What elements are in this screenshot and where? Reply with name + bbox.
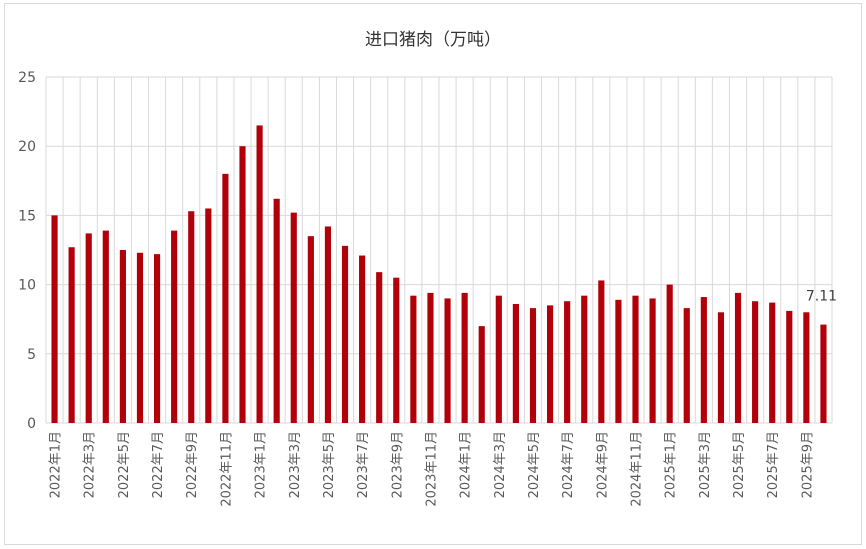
bar — [495, 295, 502, 423]
y-axis: 0 5 10 15 20 25 — [18, 70, 36, 432]
bar — [51, 215, 58, 423]
bar — [581, 295, 588, 423]
x-tick-label: 2024年11月 — [630, 431, 645, 507]
x-tick-label: 2024年7月 — [561, 431, 576, 498]
x-tick-label: 2025年7月 — [766, 431, 781, 498]
y-tick-label: 15 — [18, 208, 36, 224]
x-tick-label: 2022年5月 — [117, 431, 132, 498]
bar — [529, 308, 537, 423]
bar — [376, 272, 383, 423]
bar — [256, 125, 263, 423]
bar — [752, 301, 759, 423]
data-label: 7.11 — [806, 289, 837, 305]
x-tick-label: 2023年9月 — [390, 431, 405, 498]
bar — [171, 230, 178, 423]
bar — [769, 302, 776, 423]
bar — [786, 310, 793, 423]
bar — [512, 303, 519, 423]
bar — [478, 326, 485, 423]
bar — [102, 230, 109, 423]
grid-layer — [45, 76, 833, 424]
bar — [290, 212, 297, 423]
x-tick-label: 2022年9月 — [185, 431, 200, 498]
bar — [85, 233, 92, 423]
x-tick-label: 2022年11月 — [219, 431, 234, 507]
bar — [205, 208, 212, 423]
bar — [632, 295, 639, 423]
bar — [239, 146, 246, 423]
bar — [649, 298, 656, 423]
bar — [307, 236, 314, 423]
bar — [461, 292, 468, 423]
bar — [359, 255, 366, 423]
bar — [700, 297, 707, 423]
bar — [341, 245, 349, 423]
bar — [444, 298, 451, 423]
x-tick-label: 2024年1月 — [459, 431, 474, 498]
y-tick-label: 0 — [27, 416, 36, 432]
bars — [51, 125, 827, 423]
y-tick-label: 5 — [27, 347, 36, 363]
x-tick-label: 2022年1月 — [49, 431, 64, 498]
bar — [119, 250, 126, 423]
y-tick-label: 25 — [18, 70, 36, 86]
x-tick-label: 2024年9月 — [595, 431, 610, 498]
bar — [427, 292, 434, 423]
bar — [188, 211, 195, 423]
bar — [734, 292, 742, 423]
x-axis: 2022年1月 2022年3月 2022年5月 2022年7月 2022年9月 2022年… — [49, 431, 816, 507]
data-labels: 7.11 — [806, 289, 837, 305]
x-tick-label: 2025年5月 — [732, 431, 747, 498]
x-tick-label: 2023年5月 — [322, 431, 337, 498]
x-tick-label: 2023年7月 — [356, 431, 371, 498]
bar — [410, 295, 417, 423]
bar — [136, 252, 144, 423]
bar — [820, 324, 827, 423]
y-tick-label: 10 — [18, 278, 36, 294]
bar — [666, 284, 673, 423]
x-tick-label: 2025年1月 — [664, 431, 679, 498]
x-tick-label: 2023年11月 — [424, 431, 439, 507]
bar — [683, 308, 690, 423]
chart-frame — [4, 3, 862, 545]
bar — [273, 198, 280, 423]
x-tick-label: 2025年3月 — [698, 431, 713, 498]
bar — [68, 247, 75, 423]
x-tick-label: 2022年3月 — [83, 431, 98, 498]
x-tick-label: 2022年7月 — [151, 431, 166, 498]
bar — [615, 299, 622, 423]
bar — [564, 301, 571, 423]
y-tick-label: 20 — [18, 139, 36, 155]
chart-title: 进口猪肉（万吨） — [365, 30, 501, 50]
bar — [153, 254, 161, 423]
bar — [717, 312, 725, 423]
x-tick-label: 2024年5月 — [527, 431, 542, 498]
bar — [803, 312, 810, 423]
x-tick-label: 2024年3月 — [493, 431, 508, 498]
x-tick-label: 2023年3月 — [288, 431, 303, 498]
x-tick-label: 2023年1月 — [254, 431, 269, 498]
bar — [222, 173, 229, 423]
bar — [393, 277, 400, 423]
bar — [598, 280, 605, 423]
bar — [546, 305, 554, 423]
x-tick-label: 2025年9月 — [800, 431, 815, 498]
bar — [324, 226, 332, 423]
